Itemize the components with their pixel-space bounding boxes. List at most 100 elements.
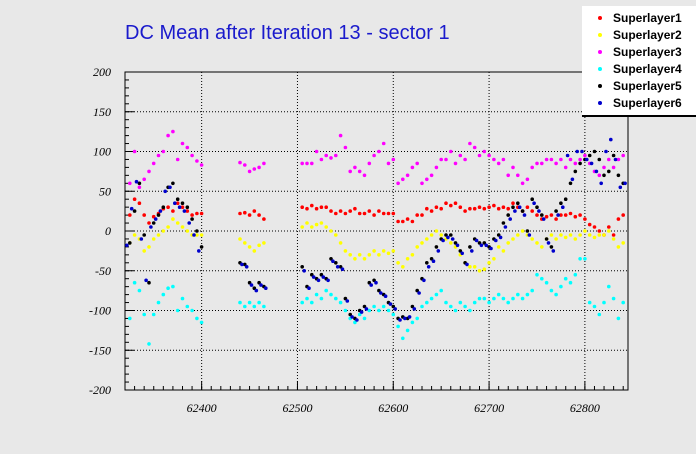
data-point [334, 211, 338, 216]
data-point [319, 205, 324, 209]
data-point [300, 300, 305, 305]
data-point [496, 245, 501, 249]
data-point [192, 233, 196, 237]
data-point [243, 241, 247, 245]
data-point [602, 300, 606, 305]
data-point [195, 229, 199, 233]
data-point [607, 225, 611, 229]
data-point [592, 225, 597, 229]
data-point [616, 245, 621, 249]
data-point [415, 245, 420, 249]
data-point [403, 316, 407, 321]
data-point [377, 253, 381, 257]
data-point [420, 241, 424, 245]
data-point [151, 312, 156, 317]
data-point [501, 296, 506, 301]
data-point [314, 206, 319, 211]
data-point [372, 278, 376, 283]
data-point [492, 157, 496, 162]
data-point [348, 209, 353, 213]
data-point [249, 283, 254, 287]
data-point [343, 308, 348, 313]
data-point [137, 201, 142, 205]
data-point [316, 278, 321, 283]
legend-label: Superlayer5 [613, 79, 682, 93]
data-point [137, 185, 142, 190]
data-point [429, 209, 434, 213]
data-point [496, 206, 501, 211]
data-point [520, 181, 525, 186]
data-point [535, 213, 539, 217]
data-point [506, 241, 511, 245]
data-point [177, 205, 182, 209]
data-point [367, 280, 372, 285]
data-point [244, 265, 249, 269]
data-point [578, 157, 582, 162]
data-point [238, 211, 242, 216]
data-point [362, 173, 367, 178]
data-point [166, 286, 170, 291]
data-point [583, 153, 587, 158]
data-point [163, 189, 167, 194]
data-point [367, 253, 372, 257]
y-tick-label: 200 [93, 65, 111, 79]
data-point [168, 185, 172, 190]
data-point [568, 157, 573, 162]
data-point [166, 205, 170, 209]
legend-label: Superlayer2 [613, 28, 682, 42]
data-point [549, 157, 554, 162]
data-point [563, 213, 568, 217]
data-point [422, 278, 426, 283]
data-point [429, 233, 434, 237]
data-point [156, 213, 161, 217]
data-point [546, 241, 551, 245]
data-point [340, 267, 345, 272]
data-point [587, 153, 592, 158]
data-point [338, 209, 343, 213]
data-point [185, 205, 190, 209]
x-tick-label: 62500 [282, 401, 312, 415]
data-point [257, 300, 261, 305]
data-point [463, 157, 467, 162]
data-point [587, 233, 592, 237]
data-points [125, 129, 627, 346]
data-point [410, 253, 415, 257]
data-point [573, 169, 578, 174]
data-point [498, 235, 503, 240]
data-point [540, 213, 544, 217]
data-point [262, 161, 266, 166]
data-point [544, 237, 549, 241]
data-point [139, 237, 144, 241]
data-point [353, 320, 357, 325]
data-point [492, 296, 496, 301]
data-point [580, 149, 584, 154]
data-point [125, 243, 129, 248]
data-point [180, 201, 185, 205]
data-point [381, 304, 386, 309]
data-point [540, 276, 544, 281]
data-point [441, 238, 445, 243]
data-point [559, 201, 563, 205]
data-point [561, 205, 565, 209]
data-point [262, 241, 266, 245]
data-point [511, 205, 515, 209]
data-point [449, 304, 453, 309]
data-point [525, 177, 530, 182]
data-point [431, 259, 436, 264]
data-point [377, 308, 381, 313]
data-point [310, 272, 314, 277]
data-point [391, 304, 396, 309]
data-point [544, 280, 549, 285]
data-point [487, 205, 491, 209]
data-point [334, 261, 338, 265]
data-point [477, 205, 482, 209]
data-point [302, 269, 307, 273]
data-point [578, 213, 582, 217]
data-point [554, 292, 558, 297]
data-point [611, 165, 616, 170]
data-point [602, 233, 606, 237]
data-point [171, 284, 175, 289]
data-point [357, 253, 362, 257]
data-point [247, 213, 252, 217]
data-point [420, 213, 424, 217]
